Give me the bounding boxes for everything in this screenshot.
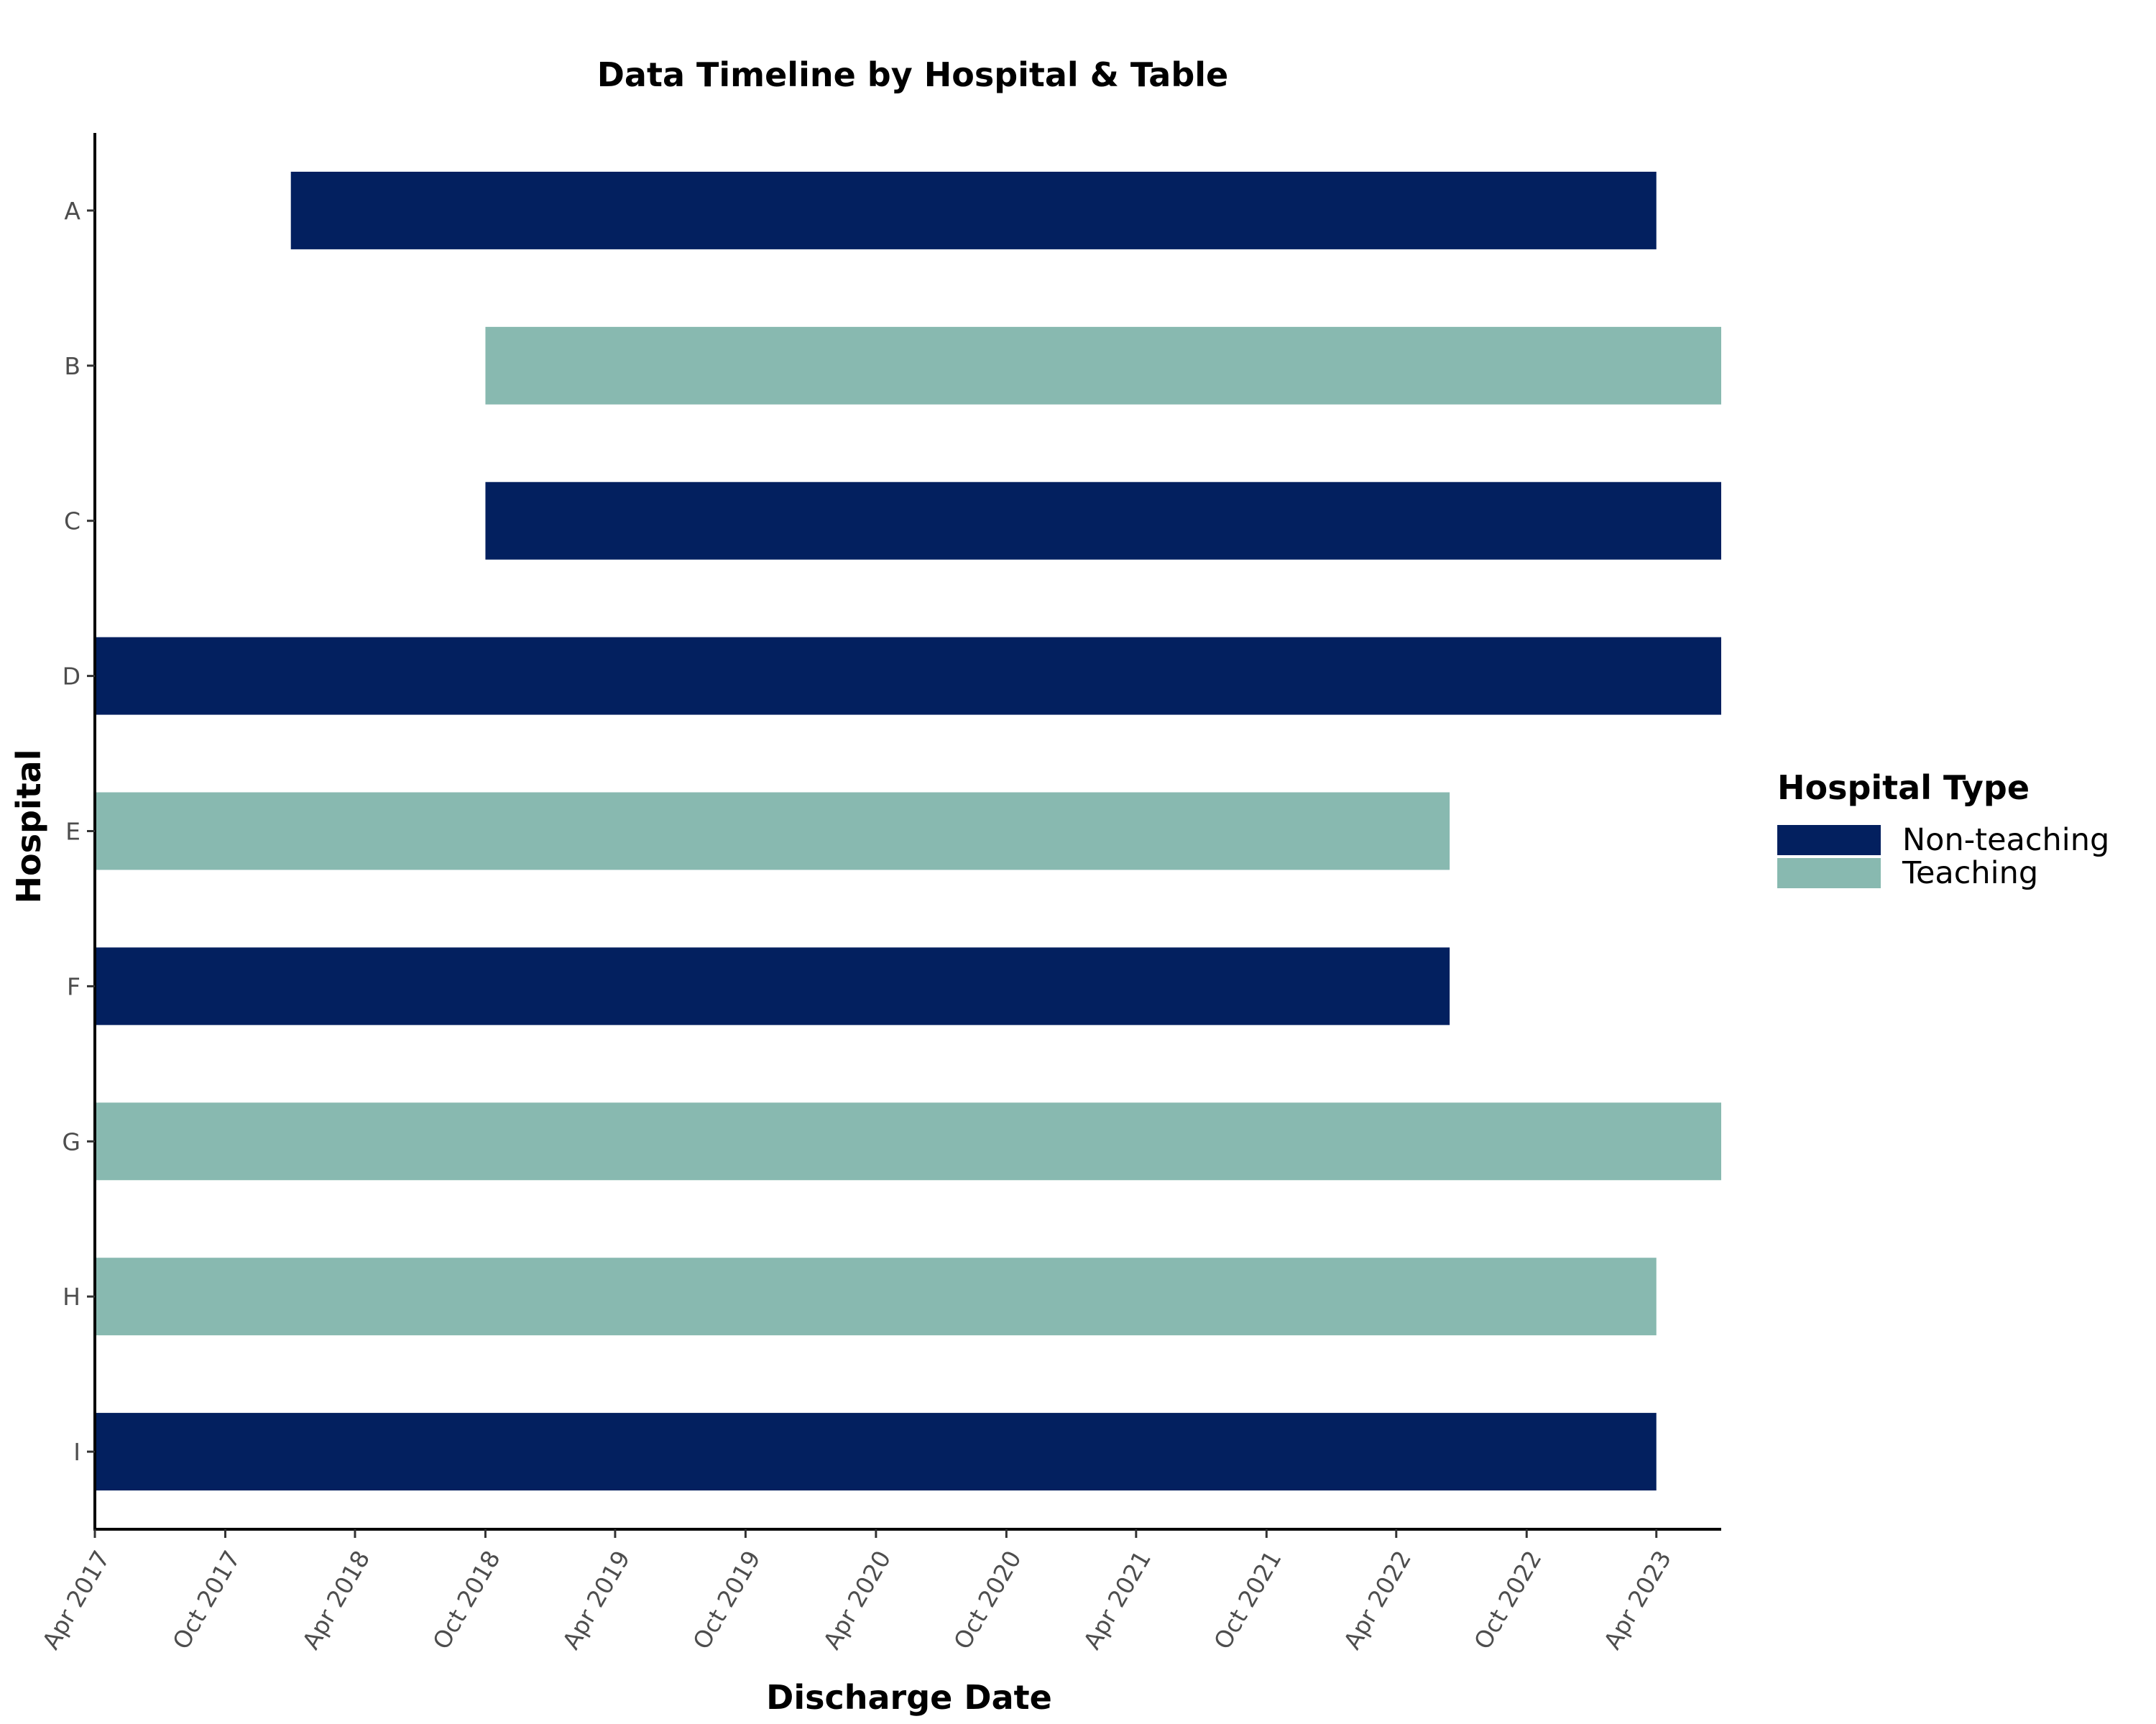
bar-hospital-b	[485, 326, 1722, 405]
bar-hospital-a	[290, 171, 1657, 249]
bar-hospital-g	[95, 1102, 1721, 1181]
y-tick-label: A	[64, 197, 80, 225]
y-tick-label: I	[73, 1438, 80, 1466]
x-tick-label: Apr 2022	[1338, 1546, 1417, 1654]
bar-hospital-c	[485, 481, 1722, 560]
bars-layer	[95, 171, 1722, 1491]
bar-hospital-i	[95, 1413, 1657, 1491]
y-tick-label: D	[63, 663, 80, 691]
x-tick-label: Oct 2022	[1468, 1546, 1547, 1654]
y-tick-label: E	[65, 818, 80, 846]
y-axis-title: Hospital	[9, 750, 48, 904]
x-tick-label: Apr 2023	[1598, 1546, 1677, 1654]
x-tick-label: Apr 2020	[818, 1546, 897, 1654]
y-tick-label: B	[64, 352, 80, 380]
y-tick-label: F	[67, 972, 80, 1000]
x-tick-label: Oct 2017	[167, 1546, 246, 1654]
x-tick-label: Apr 2021	[1078, 1546, 1157, 1654]
x-tick-label: Oct 2019	[687, 1546, 766, 1654]
x-tick-label: Oct 2020	[948, 1546, 1027, 1654]
legend-label: Non-teaching	[1902, 822, 2109, 858]
chart-title: Data Timeline by Hospital & Table	[597, 55, 1228, 94]
legend-label: Teaching	[1902, 855, 2038, 891]
bar-hospital-f	[95, 947, 1450, 1025]
y-axis: A B C D E F G H I	[62, 133, 96, 1531]
legend-title: Hospital Type	[1777, 768, 2030, 807]
y-tick-label: C	[64, 507, 80, 535]
legend-swatch	[1777, 825, 1881, 855]
legend-swatch	[1777, 858, 1881, 888]
bar-hospital-h	[95, 1258, 1657, 1336]
x-tick-label: Apr 2018	[297, 1546, 376, 1654]
y-tick-label: G	[62, 1128, 80, 1156]
x-tick-label: Apr 2019	[557, 1546, 636, 1654]
x-axis: Apr 2017 Oct 2017 Apr 2018 Oct 2018 Apr 2019…	[37, 1528, 1721, 1654]
x-tick-label: Apr 2017	[37, 1546, 116, 1654]
x-axis-title: Discharge Date	[766, 1678, 1052, 1717]
x-tick-label: Oct 2018	[427, 1546, 506, 1654]
bar-hospital-e	[95, 792, 1450, 870]
x-tick-label: Oct 2021	[1208, 1546, 1287, 1654]
y-tick-label: H	[63, 1283, 80, 1311]
bar-hospital-d	[95, 637, 1721, 715]
